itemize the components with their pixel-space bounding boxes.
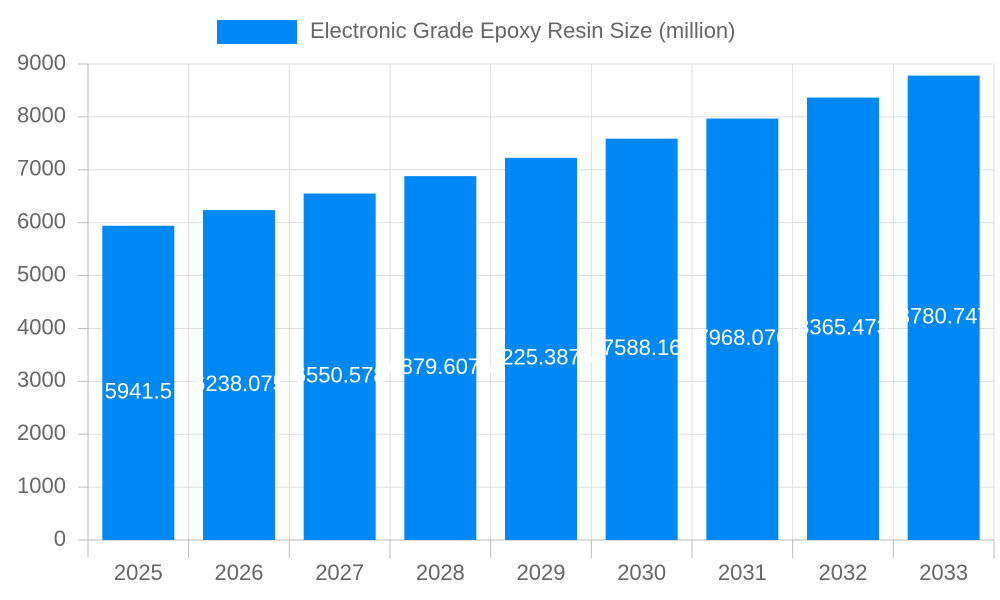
data-label: 7968.076 (696, 325, 788, 350)
x-tick-label: 2029 (517, 560, 566, 585)
bar (102, 225, 175, 540)
y-tick-label: 5000 (17, 261, 66, 286)
bar (907, 75, 980, 541)
x-tick-label: 2025 (114, 560, 163, 585)
data-label: 8780.747 (898, 304, 990, 329)
data-label: 6879.6075 (388, 354, 492, 379)
y-tick-label: 3000 (17, 367, 66, 392)
bar (203, 210, 275, 541)
legend-swatch (217, 20, 297, 44)
x-tick-label: 2026 (215, 560, 264, 585)
data-label: 6550.578 (294, 363, 386, 388)
data-label: 7225.3875 (489, 345, 593, 370)
y-tick-label: 7000 (17, 156, 66, 181)
bar (303, 193, 376, 540)
x-tick-label: 2030 (617, 560, 666, 585)
y-tick-label: 9000 (17, 50, 66, 75)
x-tick-label: 2031 (718, 560, 767, 585)
y-tick-label: 4000 (17, 314, 66, 339)
bar (505, 157, 577, 540)
legend-label: Electronic Grade Epoxy Resin Size (milli… (310, 18, 736, 43)
bar (404, 176, 477, 540)
data-label: 5941.5 (105, 379, 172, 404)
x-tick-label: 2032 (819, 560, 868, 585)
data-label: 8365.473 (797, 315, 889, 340)
data-label: 6238.075 (193, 371, 285, 396)
y-tick-label: 0 (54, 526, 66, 551)
bar (807, 97, 879, 541)
x-tick-label: 2027 (315, 560, 364, 585)
bar (605, 138, 678, 540)
x-tick-label: 2028 (416, 560, 465, 585)
y-tick-label: 8000 (17, 103, 66, 128)
x-tick-label: 2033 (919, 560, 968, 585)
y-tick-label: 2000 (17, 420, 66, 445)
bar (706, 118, 779, 540)
y-tick-label: 1000 (17, 473, 66, 498)
data-label: 7588.16 (602, 335, 682, 360)
y-tick-label: 6000 (17, 208, 66, 233)
